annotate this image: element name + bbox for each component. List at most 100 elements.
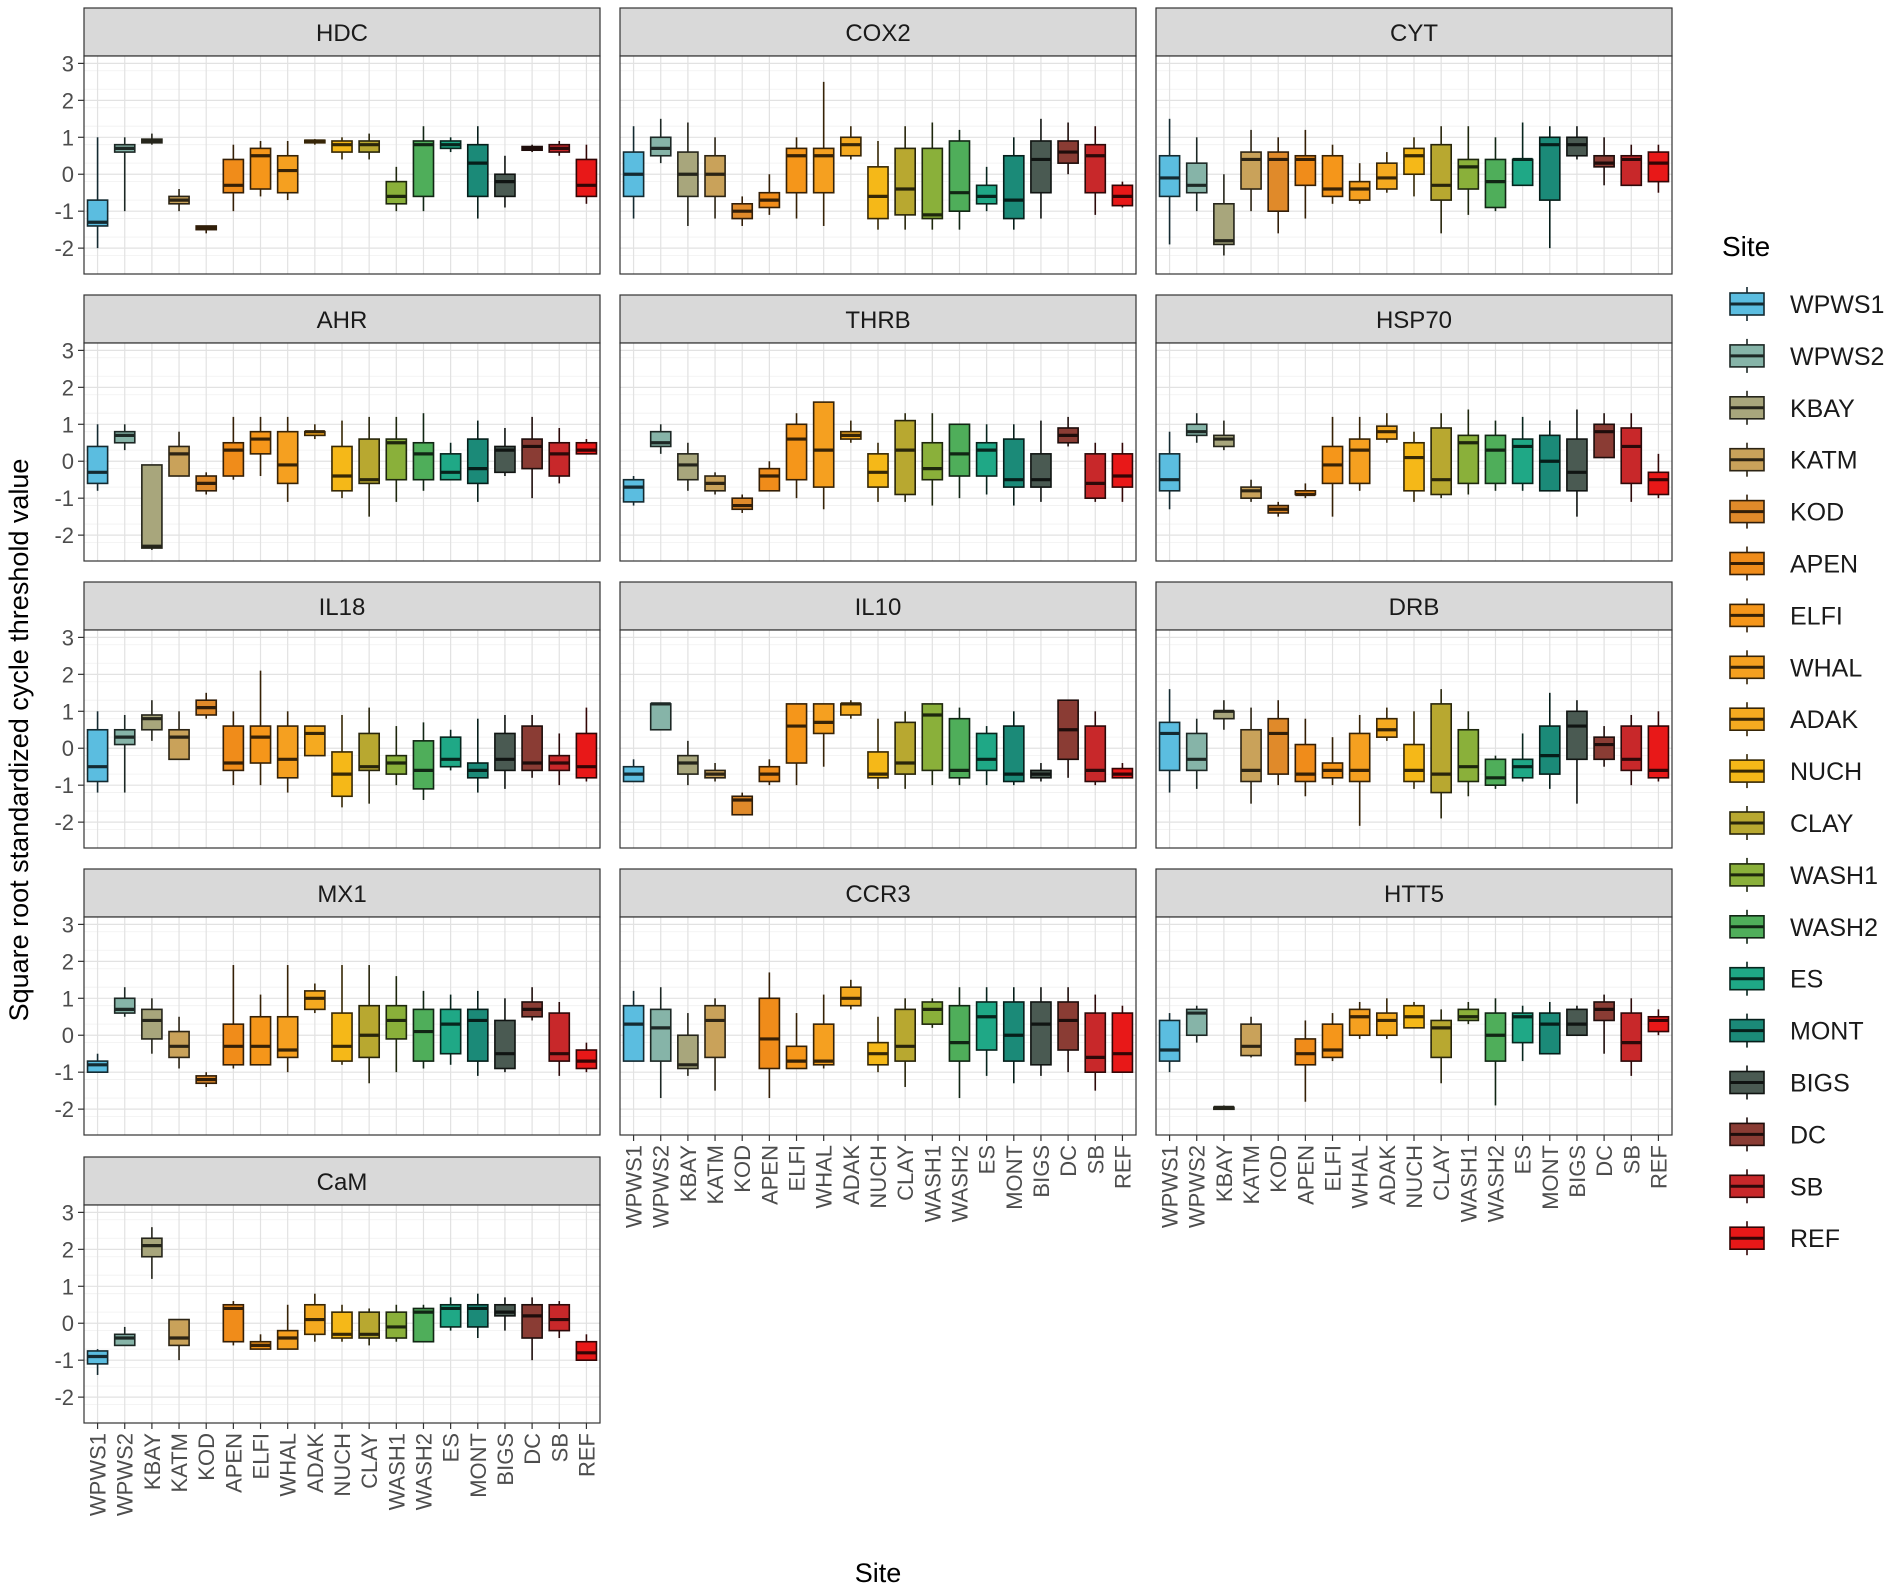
- box-whal: [276, 711, 299, 793]
- box-wash2: [948, 129, 971, 230]
- box-iqr: [975, 441, 998, 477]
- box-wpws2: [649, 702, 672, 731]
- box-wash2: [412, 722, 435, 800]
- box-iqr: [1511, 438, 1534, 485]
- box-bigs: [1030, 118, 1052, 219]
- box-apen: [222, 416, 245, 480]
- box-mont: [1002, 711, 1025, 786]
- y-tick-label: 2: [62, 375, 74, 400]
- box-wash2: [948, 423, 971, 499]
- x-tick-label: SB: [1619, 1145, 1644, 1174]
- facet-panels: HDC -2 -1 0 1 2 3 COX2 CYT AHR -2 -1 0 1 2 3 THRB HSP70 IL…: [54, 7, 1673, 1516]
- box-iqr: [1647, 725, 1670, 779]
- box-ref: [575, 144, 598, 204]
- box-sb: [1620, 998, 1643, 1076]
- facet-strip: [1155, 294, 1673, 344]
- legend-item-wash1: WASH1: [1729, 857, 1878, 892]
- x-tick-label: WPWS1: [86, 1433, 111, 1516]
- box-mont: [1538, 420, 1561, 492]
- box-iqr: [1430, 427, 1453, 496]
- box-iqr: [1375, 717, 1398, 738]
- facet-title: DRB: [1389, 594, 1440, 621]
- box-kbay: [677, 442, 699, 491]
- box-elfi: [249, 416, 272, 477]
- box-wpws1: [86, 1349, 109, 1375]
- box-nuch: [867, 718, 889, 789]
- box-iqr: [1240, 151, 1262, 190]
- box-elfi: [785, 1013, 808, 1070]
- box-adak: [1375, 707, 1398, 741]
- box-iqr: [1511, 158, 1534, 187]
- x-tick-label: KATM: [1239, 1145, 1264, 1204]
- y-tick-label: 3: [62, 1200, 74, 1225]
- x-tick-label: WASH1: [1456, 1145, 1481, 1222]
- box-iqr: [1538, 136, 1561, 201]
- y-tick-label: 3: [62, 338, 74, 363]
- box-iqr: [1321, 1023, 1344, 1059]
- box-iqr: [1430, 1019, 1453, 1059]
- facet-strip: [1155, 868, 1673, 918]
- x-tick-label: WASH2: [1483, 1145, 1508, 1222]
- box-iqr: [649, 1008, 672, 1062]
- box-es: [439, 994, 462, 1065]
- box-iqr: [921, 441, 944, 481]
- y-tick-label: -1: [54, 1060, 74, 1085]
- box-bigs: [1030, 763, 1052, 782]
- box-iqr: [358, 732, 381, 772]
- box-adak: [303, 424, 326, 440]
- box-wpws2: [113, 714, 136, 793]
- box-es: [1511, 733, 1534, 782]
- legend-item-nuch: NUCH: [1729, 754, 1862, 789]
- box-wpws2: [1185, 1005, 1208, 1043]
- box-iqr: [1593, 154, 1615, 168]
- box-apen: [758, 972, 781, 1099]
- box-mont: [466, 126, 489, 219]
- box-wash1: [921, 703, 944, 786]
- y-tick-label: 1: [62, 986, 74, 1011]
- legend-label: KATM: [1790, 447, 1858, 475]
- box-dc: [1593, 994, 1615, 1054]
- x-tick-label: MONT: [1002, 1145, 1027, 1210]
- panel-border: [619, 629, 1137, 849]
- legend-label: WPWS1: [1790, 291, 1884, 319]
- box-ref: [1647, 711, 1670, 782]
- box-iqr: [494, 173, 516, 198]
- box-iqr: [1158, 453, 1181, 492]
- box-kbay: [141, 998, 163, 1054]
- y-tick-label: 0: [62, 1311, 74, 1336]
- box-whal: [812, 703, 835, 767]
- box-clay: [1430, 126, 1453, 234]
- box-es: [975, 726, 998, 786]
- box-katm: [1240, 707, 1262, 804]
- box-sb: [1620, 714, 1643, 786]
- facet-panel-mx1: MX1 -2 -1 0 1 2 3: [54, 868, 601, 1136]
- box-adak: [303, 139, 326, 145]
- box-elfi: [1321, 416, 1344, 517]
- box-iqr: [276, 1015, 299, 1059]
- box-sb: [1084, 442, 1107, 502]
- box-iqr: [1593, 423, 1615, 459]
- x-tick-label: REF: [574, 1433, 599, 1477]
- box-iqr: [548, 441, 571, 477]
- box-iqr: [867, 751, 889, 779]
- box-wpws2: [649, 118, 672, 164]
- facet-strip: [619, 294, 1137, 344]
- box-whal: [812, 401, 835, 510]
- legend-title: Site: [1722, 231, 1770, 262]
- legend-item-katm: KATM: [1729, 442, 1858, 477]
- box-iqr: [276, 430, 299, 485]
- box-mont: [466, 1293, 489, 1339]
- box-adak: [303, 725, 326, 757]
- box-wpws2: [649, 987, 672, 1099]
- y-tick-label: -1: [54, 773, 74, 798]
- x-tick-label: REF: [1110, 1145, 1135, 1189]
- box-iqr: [921, 147, 944, 220]
- box-iqr: [1511, 1012, 1534, 1044]
- box-iqr: [141, 1008, 163, 1040]
- box-iqr: [677, 754, 699, 775]
- legend-label: MONT: [1790, 1018, 1864, 1046]
- legend-label: KBAY: [1790, 395, 1855, 423]
- box-iqr: [1620, 725, 1643, 772]
- box-wash1: [1457, 409, 1480, 495]
- box-sb: [548, 733, 571, 786]
